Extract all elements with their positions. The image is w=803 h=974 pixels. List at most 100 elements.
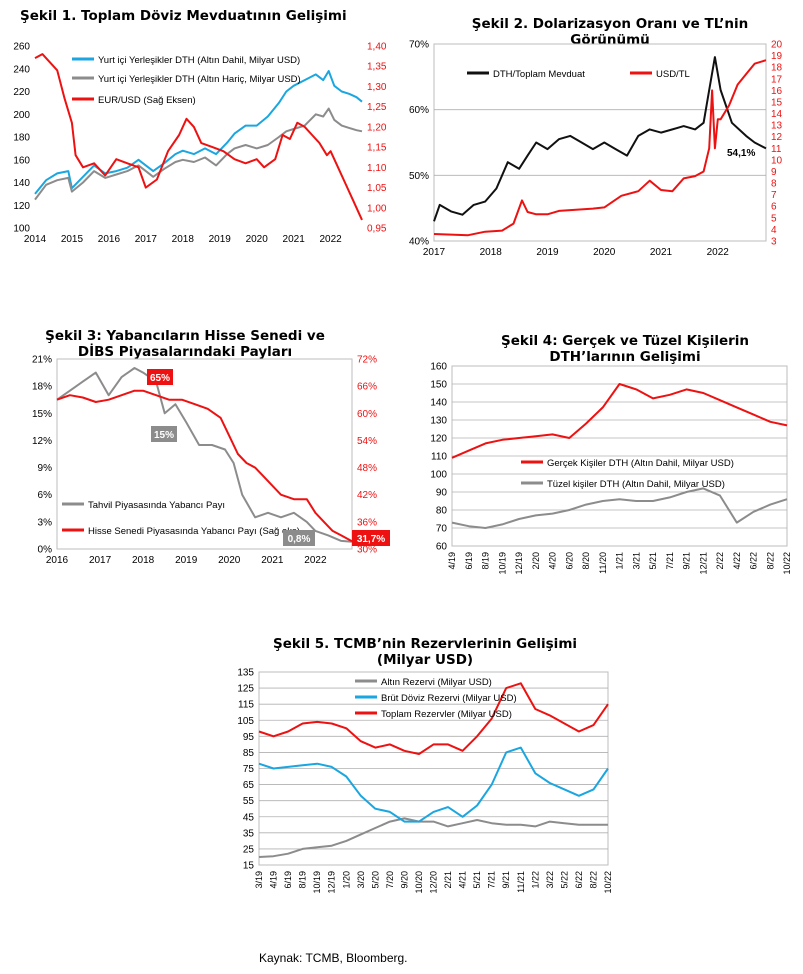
chart3-y2-tick-label: 66% [357, 382, 377, 393]
chart5-x-tick-label: 9/21 [501, 871, 511, 889]
chart4-y-tick-label: 150 [430, 380, 447, 391]
chart2-y2-tick-label: 15 [771, 97, 783, 108]
chart3-title: Şekil 3: Yabancıların Hisse Senedi ve Dİ… [45, 328, 325, 360]
chart5-x-tick-label: 7/21 [487, 871, 497, 889]
chart1-legend-label: Yurt içi Yerleşikler DTH (Altın Dahil, M… [98, 55, 300, 66]
chart1-y-tick-label: 180 [13, 133, 30, 144]
chart1-y-tick-label: 100 [13, 224, 30, 235]
chart2-x-tick-label: 2019 [536, 247, 559, 258]
chart4-y-tick-label: 70 [436, 524, 448, 535]
chart4-x-tick-label: 8/20 [581, 552, 591, 570]
chart5-y-tick-label: 25 [243, 844, 255, 855]
chart5-x-tick-label: 8/19 [298, 871, 308, 889]
chart3-x-tick-label: 2017 [89, 555, 112, 566]
chart3-y2-tick-label: 60% [357, 409, 377, 420]
chart4-x-tick-label: 11/20 [598, 552, 608, 574]
chart3-x-tick-label: 2022 [304, 555, 327, 566]
chart5-x-tick-label: 5/20 [370, 871, 380, 889]
chart5-x-tick-label: 4/19 [269, 871, 279, 889]
chart2-y2-tick-label: 8 [771, 179, 777, 190]
chart3-annotation: 0,8% [288, 534, 311, 545]
chart3-annotation-bg [147, 369, 173, 385]
chart5-y-tick-label: 105 [237, 716, 254, 727]
chart5-y-tick-label: 35 [243, 828, 255, 839]
chart1-x-tick-label: 2016 [98, 234, 121, 245]
chart3-y2-tick-label: 48% [357, 463, 377, 474]
chart3-legend-label: Hisse Senedi Piyasasında Yabancı Payı (S… [88, 526, 300, 537]
chart4-x-tick-label: 2/22 [715, 552, 725, 570]
chart1-y-tick-label: 260 [13, 42, 30, 53]
chart2-y-tick-label: 70% [409, 40, 429, 51]
chart4-x-tick-label: 5/21 [648, 552, 658, 570]
chart5-y-tick-label: 135 [237, 668, 254, 679]
chart5-series-line-1 [258, 817, 608, 858]
chart3-y-tick-label: 9% [38, 463, 53, 474]
chart4-y-tick-label: 90 [436, 488, 448, 499]
chart4-y-tick-label: 110 [431, 452, 447, 463]
chart4-x-tick-label: 4/19 [447, 552, 457, 570]
chart4-y-tick-label: 100 [430, 470, 447, 481]
chart5-y-tick-label: 95 [243, 732, 255, 743]
chart5-x-tick-label: 10/22 [603, 871, 613, 894]
chart3-y-tick-label: 6% [38, 490, 53, 501]
chart4-legend-label: Tüzel kişiler DTH (Altın Dahil, Milyar U… [547, 479, 725, 490]
chart4-y-tick-label: 60 [436, 542, 448, 553]
source-note: Kaynak: TCMB, Bloomberg. [259, 951, 408, 965]
chart1-legend-label: Yurt içi Yerleşikler DTH (Altın Hariç, M… [98, 74, 301, 85]
chart5-x-tick-label: 4/21 [458, 871, 468, 889]
chart5-x-tick-label: 3/22 [545, 871, 555, 889]
chart3-y2-tick-label: 42% [357, 490, 377, 501]
chart2-y2-tick-label: 13 [771, 121, 783, 132]
chart2-x-tick-label: 2020 [593, 247, 616, 258]
chart2-legend-label: USD/TL [656, 69, 690, 80]
chart1-x-tick-label: 2015 [61, 234, 84, 245]
chart4-x-tick-label: 6/22 [749, 552, 759, 570]
chart3-annotation-bg [352, 530, 390, 546]
chart2-y2-tick-label: 7 [771, 190, 777, 201]
chart1-y2-tick-label: 1,10 [367, 163, 387, 174]
chart2-x-tick-label: 2017 [423, 247, 446, 258]
chart3-annotation: 31,7% [357, 534, 385, 545]
chart1-legend-label: EUR/USD (Sağ Eksen) [98, 95, 196, 106]
chart1-series-line-1 [34, 70, 363, 195]
chart5-x-tick-label: 11/21 [516, 871, 526, 893]
chart1-x-tick-label: 2014 [24, 234, 47, 245]
chart2-y-tick-label: 60% [409, 105, 429, 116]
chart5-series-line-3 [258, 682, 609, 755]
chart1-y-tick-label: 140 [13, 178, 30, 189]
chart4-title: Şekil 4: Gerçek ve Tüzel Kişilerin DTH’l… [501, 333, 749, 365]
chart3-x-tick-label: 2019 [175, 555, 198, 566]
chart5-x-tick-label: 1/20 [341, 871, 351, 889]
chart5-x-tick-label: 7/20 [385, 871, 395, 889]
chart2-annotation: 54,1% [727, 148, 755, 159]
chart5-title: Şekil 5. TCMB’nin Rezervlerinin Gelişimi… [272, 636, 578, 668]
chart5-series-line-2 [258, 746, 609, 823]
chart1-y-tick-label: 200 [13, 110, 30, 121]
chart4-x-tick-label: 8/19 [481, 552, 491, 570]
chart5-y-tick-label: 45 [243, 812, 255, 823]
chart2-y2-tick-label: 19 [771, 51, 783, 62]
chart3-y-tick-label: 3% [38, 517, 53, 528]
chart2-y2-tick-label: 16 [771, 86, 783, 97]
chart4-x-tick-label: 12/19 [514, 552, 524, 575]
chart4-y-tick-label: 80 [436, 506, 448, 517]
chart4-x-tick-label: 9/21 [682, 552, 692, 570]
chart4-x-tick-label: 8/22 [765, 552, 775, 570]
chart1-y2-tick-label: 1,30 [367, 82, 387, 93]
chart3-y-tick-label: 21% [32, 355, 52, 366]
chart4-y-tick-label: 160 [430, 362, 447, 373]
chart1-y-tick-label: 120 [13, 201, 30, 212]
chart5-y-tick-label: 15 [243, 861, 255, 872]
chart2-y2-tick-label: 17 [771, 74, 783, 85]
chart1-x-tick-label: 2021 [283, 234, 306, 245]
chart5-y-tick-label: 125 [237, 684, 254, 695]
chart4-x-tick-label: 10/22 [782, 552, 792, 575]
chart5-x-tick-label: 9/20 [399, 871, 409, 889]
chart5-y-tick-label: 55 [243, 796, 255, 807]
chart1-x-tick-label: 2017 [135, 234, 158, 245]
chart4-x-tick-label: 12/21 [698, 552, 708, 575]
chart1-x-tick-label: 2020 [246, 234, 269, 245]
chart2-series-line-1 [433, 56, 767, 222]
chart1-x-tick-label: 2019 [209, 234, 232, 245]
chart3-y-tick-label: 12% [32, 436, 52, 447]
